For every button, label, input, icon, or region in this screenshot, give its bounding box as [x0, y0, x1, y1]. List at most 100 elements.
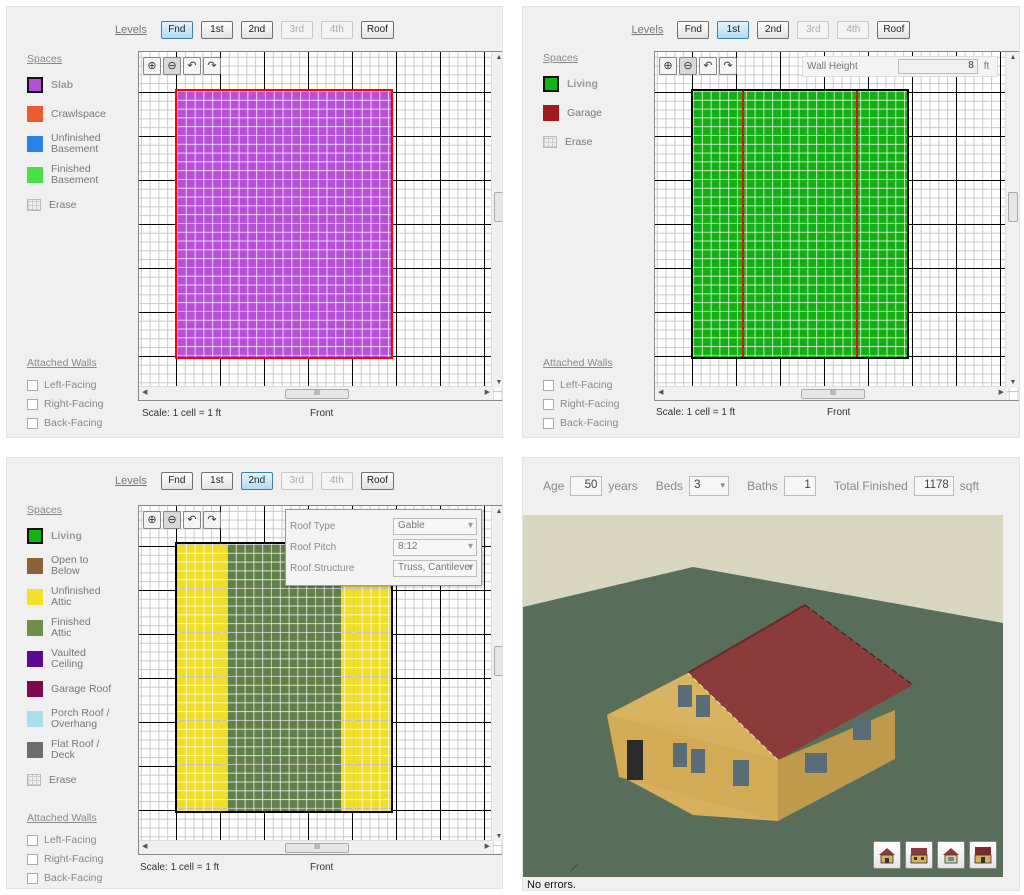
right-facing-checkbox[interactable]: Right-Facing [27, 853, 104, 865]
vertical-scroll-thumb[interactable] [494, 646, 502, 676]
3d-house-view[interactable]: ⟋ [523, 515, 1003, 877]
spaces-list: Spaces Living Garage Erase [543, 52, 653, 161]
level-roof-button[interactable]: Roof [360, 472, 394, 490]
level-1st-button[interactable]: 1st [200, 472, 233, 490]
level-4th-button[interactable]: 4th [320, 472, 353, 490]
vertical-scrollbar[interactable]: ▲ ▼ [491, 52, 502, 388]
redo-icon[interactable]: ↷ [203, 57, 221, 75]
level-4th-button[interactable]: 4th [320, 21, 353, 39]
back-facing-checkbox[interactable]: Back-Facing [27, 417, 104, 429]
roof-type-select[interactable]: Gable [393, 518, 477, 535]
beds-label: Beds [655, 479, 684, 493]
level-roof-button[interactable]: Roof [360, 21, 394, 39]
space-unfinished-basement[interactable]: Unfinished Basement [27, 133, 137, 155]
back-facing-checkbox[interactable]: Back-Facing [27, 872, 104, 884]
age-input[interactable]: 50 [570, 476, 603, 496]
space-finished-basement[interactable]: Finished Basement [27, 164, 137, 186]
horizontal-scrollbar[interactable]: ◀ III ▶ [139, 386, 493, 400]
age-unit: years [608, 479, 638, 493]
level-fnd-button[interactable]: Fnd [677, 21, 710, 39]
horizontal-scroll-thumb[interactable]: III [285, 843, 349, 853]
space-vaulted-ceiling[interactable]: Vaulted Ceiling [27, 648, 137, 670]
slab-swatch [27, 77, 43, 93]
house-side-view-icon[interactable] [937, 841, 965, 869]
zoom-in-icon[interactable]: ⊕ [659, 57, 677, 75]
space-finished-attic[interactable]: Finished Attic [27, 617, 137, 639]
floor-plan-canvas[interactable]: ⊕ ⊖ ↶ ↷ Roof Type Gable Roof Pitch 8:12 Ro… [138, 505, 502, 855]
roof-structure-select[interactable]: Truss, Cantilever [393, 560, 477, 577]
zoom-toolbar: ⊕ ⊖ ↶ ↷ [659, 57, 737, 75]
level-2nd-button[interactable]: 2nd [757, 21, 790, 39]
horizontal-scrollbar[interactable]: ◀ III ▶ [139, 840, 493, 854]
vertical-scroll-thumb[interactable] [1008, 192, 1018, 222]
front-label: Front [827, 407, 851, 418]
space-unfinished-attic[interactable]: Unfinished Attic [27, 586, 137, 608]
left-facing-checkbox[interactable]: Left-Facing [27, 834, 104, 846]
baths-input[interactable]: 1 [783, 476, 816, 496]
vertical-scrollbar[interactable]: ▲ ▼ [491, 506, 502, 842]
house-front-view-icon[interactable] [873, 841, 901, 869]
vertical-scroll-thumb[interactable] [494, 192, 502, 222]
unfinished-attic-swatch [27, 589, 43, 605]
horizontal-scrollbar[interactable]: ◀ III ▶ [655, 386, 1007, 400]
house-roof-view-icon[interactable] [969, 841, 997, 869]
horizontal-scroll-thumb[interactable]: III [801, 389, 865, 399]
interior-wall-left[interactable] [742, 91, 744, 357]
floor-plan-canvas[interactable]: ⊕ ⊖ ↶ ↷ ▲ ▼ ◀ III ▶ [138, 51, 502, 401]
space-flat-roof[interactable]: Flat Roof / Deck [27, 739, 137, 761]
space-erase[interactable]: Erase [543, 132, 653, 152]
slab-area[interactable] [175, 89, 393, 359]
space-crawlspace[interactable]: Crawlspace [27, 104, 137, 124]
space-garage[interactable]: Garage [543, 103, 653, 123]
level-2nd-button[interactable]: 2nd [240, 21, 273, 39]
living-area[interactable] [691, 89, 909, 359]
right-facing-checkbox[interactable]: Right-Facing [543, 398, 620, 410]
attached-walls-label: Attached Walls [27, 812, 97, 824]
zoom-in-icon[interactable]: ⊕ [143, 511, 161, 529]
total-finished-input[interactable]: 1178 [913, 476, 954, 496]
zoom-in-icon[interactable]: ⊕ [143, 57, 161, 75]
level-fnd-button[interactable]: Fnd [160, 472, 193, 490]
space-erase[interactable]: Erase [27, 770, 137, 790]
vertical-scrollbar[interactable]: ▲ ▼ [1005, 52, 1019, 388]
undo-icon[interactable]: ↶ [183, 57, 201, 75]
level-4th-button[interactable]: 4th [837, 21, 870, 39]
level-3rd-button[interactable]: 3rd [280, 21, 313, 39]
space-open-to-below[interactable]: Open to Below [27, 555, 137, 577]
wall-height-input[interactable]: 8 [897, 59, 978, 74]
level-fnd-button[interactable]: Fnd [160, 21, 193, 39]
interior-wall-right[interactable] [856, 91, 858, 357]
right-facing-checkbox[interactable]: Right-Facing [27, 398, 104, 410]
undo-icon[interactable]: ↶ [699, 57, 717, 75]
space-porch-roof[interactable]: Porch Roof / Overhang [27, 708, 137, 730]
zoom-out-icon[interactable]: ⊖ [163, 57, 181, 75]
house-top-view-icon[interactable] [905, 841, 933, 869]
level-roof-button[interactable]: Roof [877, 21, 911, 39]
horizontal-scroll-thumb[interactable]: III [285, 389, 349, 399]
beds-select[interactable]: 3 ▾ [689, 476, 730, 496]
space-garage-roof[interactable]: Garage Roof [27, 679, 137, 699]
undo-icon[interactable]: ↶ [183, 511, 201, 529]
attached-walls: Attached Walls Left-Facing Right-Facing … [27, 812, 104, 888]
level-1st-button[interactable]: 1st [200, 21, 233, 39]
level-3rd-button[interactable]: 3rd [797, 21, 830, 39]
redo-icon[interactable]: ↷ [203, 511, 221, 529]
left-facing-checkbox[interactable]: Left-Facing [543, 379, 620, 391]
spaces-label: Spaces [27, 504, 63, 516]
redo-icon[interactable]: ↷ [719, 57, 737, 75]
space-slab[interactable]: Slab [27, 75, 137, 95]
floor-plan-canvas[interactable]: ⊕ ⊖ ↶ ↷ Wall Height 8 ft ▲ ▼ ◀ III ▶ [654, 51, 1019, 401]
roof-pitch-row: Roof Pitch 8:12 [290, 539, 477, 556]
space-living[interactable]: Living [543, 74, 653, 94]
left-facing-checkbox[interactable]: Left-Facing [27, 379, 104, 391]
roof-pitch-select[interactable]: 8:12 [393, 539, 477, 556]
zoom-out-icon[interactable]: ⊖ [163, 511, 181, 529]
zoom-out-icon[interactable]: ⊖ [679, 57, 697, 75]
back-facing-checkbox[interactable]: Back-Facing [543, 417, 620, 429]
space-living[interactable]: Living [27, 526, 137, 546]
level-2nd-button[interactable]: 2nd [240, 472, 273, 490]
finished-attic-area[interactable] [227, 544, 341, 811]
level-3rd-button[interactable]: 3rd [280, 472, 313, 490]
space-erase[interactable]: Erase [27, 195, 137, 215]
level-1st-button[interactable]: 1st [717, 21, 750, 39]
